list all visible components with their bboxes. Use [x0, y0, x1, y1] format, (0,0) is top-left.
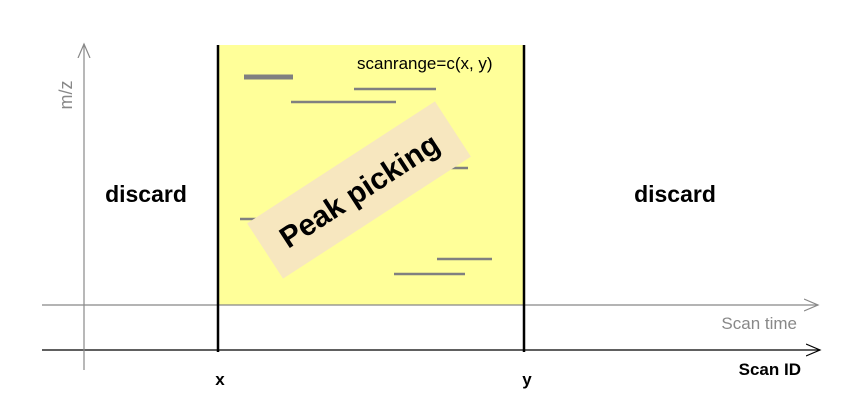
peak-picking-banner-bg [247, 101, 471, 279]
discard-left-label: discard [105, 181, 187, 207]
scanrange-call-label: scanrange=c(x, y) [357, 54, 493, 73]
mz-axis-label: m/z [56, 81, 76, 110]
discard-right-label: discard [634, 181, 716, 207]
scan-time-label: Scan time [721, 314, 797, 333]
range-start-label: x [215, 370, 225, 389]
range-end-label: y [522, 370, 532, 389]
scan-id-label: Scan ID [739, 360, 801, 379]
